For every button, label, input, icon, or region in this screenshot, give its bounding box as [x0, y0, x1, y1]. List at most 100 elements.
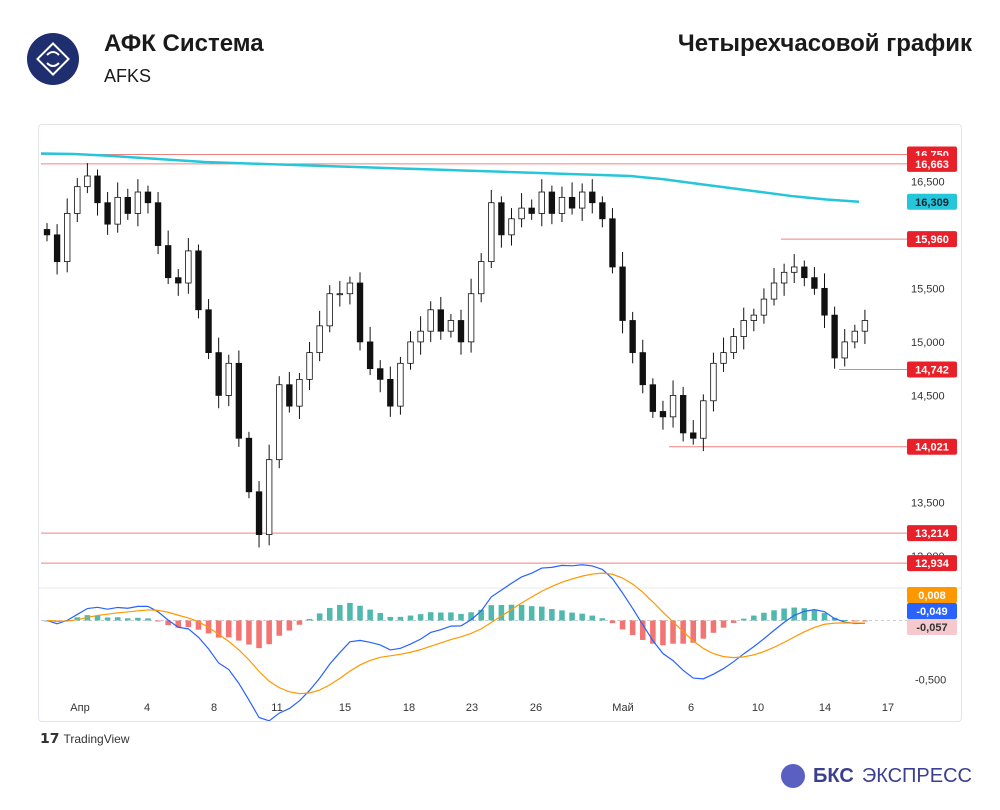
candle-body	[528, 207, 535, 214]
candle-body	[548, 191, 556, 214]
candle-body	[94, 175, 101, 204]
candle-body	[760, 298, 768, 316]
macd-histogram-bar	[801, 608, 808, 621]
candle-body	[326, 293, 333, 327]
macd-histogram-bar	[296, 620, 303, 625]
macd-histogram-bar	[730, 620, 737, 623]
candle-body	[154, 202, 162, 246]
candle-body	[639, 352, 646, 386]
macd-histogram-bar	[579, 613, 585, 621]
price-chart: 12,00013,50014,00014,50015,00015,50016,0…	[39, 146, 961, 721]
candle-body	[659, 411, 667, 418]
macd-histogram-bar	[458, 613, 464, 621]
macd-histogram-bar	[387, 616, 394, 621]
macd-histogram-bar	[306, 618, 313, 621]
chart-title: Четырехчасовой график	[677, 30, 972, 57]
macd-histogram-bar	[740, 618, 747, 621]
x-tick-label: 8	[211, 702, 217, 714]
candle-body	[245, 437, 253, 493]
candle-body	[669, 395, 677, 418]
macd-histogram-bar	[367, 609, 373, 621]
macd-histogram-bar	[417, 614, 424, 621]
macd-histogram-bar	[94, 615, 101, 621]
x-tick-label: 6	[688, 702, 694, 714]
candle-body	[780, 271, 788, 284]
ma-label-bg	[907, 193, 957, 210]
candle-body	[861, 320, 869, 332]
tradingview-label: TradingView	[63, 731, 130, 746]
candle-body	[578, 191, 586, 209]
candle-body	[43, 229, 51, 236]
macd-histogram-bar	[710, 620, 717, 633]
macd-y-tick-label: -0,500	[915, 674, 946, 686]
x-tick-label: Апр	[70, 702, 89, 714]
macd-histogram-bar	[478, 609, 484, 621]
macd-histogram-bar	[185, 620, 192, 627]
macd-histogram-bar	[559, 610, 565, 621]
macd-label: -0,049	[916, 606, 947, 618]
level-label: 14,742	[915, 365, 949, 377]
y-tick-label: 13,500	[911, 497, 945, 509]
brand-name-rest: ЭКСПРЕСС	[861, 764, 972, 787]
candle-body	[134, 191, 142, 214]
candle-body	[144, 191, 152, 204]
histogram-label: -0,057	[916, 622, 947, 634]
candle-body	[265, 459, 273, 536]
candle-body	[346, 282, 354, 295]
candle-body	[205, 309, 212, 354]
candle-body	[74, 186, 81, 214]
x-tick-label: 26	[530, 702, 542, 714]
level-label-bg	[907, 525, 957, 542]
candle-body	[851, 330, 858, 343]
bcs-express-brand: БКС ЭКСПРЕСС	[781, 764, 972, 788]
y-tick-label: 15,500	[911, 283, 945, 295]
x-tick-label: 15	[339, 702, 351, 714]
tradingview-attribution: 𝟭𝟳 TradingView	[40, 730, 130, 747]
x-tick-label: 17	[882, 702, 894, 714]
macd-histogram-bar	[286, 620, 293, 631]
candle-body	[801, 266, 808, 279]
candle-body	[366, 341, 374, 370]
macd-histogram-bar	[357, 605, 363, 621]
macd-histogram-bar	[438, 612, 444, 621]
macd-histogram-bar	[347, 602, 353, 621]
macd-histogram-bar	[791, 607, 797, 621]
candle-body	[185, 250, 192, 284]
macd-histogram-bar	[539, 606, 545, 621]
candle-body	[235, 362, 243, 439]
sistema-logo-icon	[27, 33, 79, 85]
macd-line	[46, 564, 865, 721]
macd-histogram-bar	[246, 620, 252, 645]
candle-body	[64, 213, 71, 263]
macd-histogram-bar	[114, 617, 121, 621]
candle-body	[679, 395, 687, 434]
macd-histogram-bar	[125, 618, 131, 621]
macd-histogram-bar	[468, 612, 474, 621]
macd-label-bg	[907, 603, 957, 619]
company-name: АФК Система	[104, 30, 264, 57]
level-label-bg	[907, 438, 957, 455]
bcs-logo-icon	[781, 764, 806, 788]
candle-body	[599, 202, 606, 220]
candle-body	[215, 352, 222, 396]
macd-histogram-bar	[236, 620, 242, 641]
macd-histogram-bar	[639, 620, 646, 640]
macd-histogram-bar	[660, 620, 666, 646]
candle-body	[427, 309, 434, 332]
macd-histogram-bar	[337, 604, 343, 621]
candle-body	[538, 191, 545, 214]
macd-histogram-bar	[448, 612, 454, 621]
macd-histogram-bar	[811, 609, 818, 621]
candle-body	[589, 191, 596, 204]
candle-body	[53, 234, 61, 263]
macd-histogram-bar	[589, 615, 596, 621]
candle-body	[478, 261, 485, 295]
macd-histogram-bar	[276, 620, 283, 636]
candle-body	[791, 266, 798, 273]
candle-body	[407, 341, 414, 364]
candle-body	[276, 384, 283, 461]
x-tick-label: 23	[466, 702, 478, 714]
macd-histogram-bar	[862, 620, 868, 622]
candle-body	[397, 362, 404, 407]
candle-body	[730, 336, 737, 354]
